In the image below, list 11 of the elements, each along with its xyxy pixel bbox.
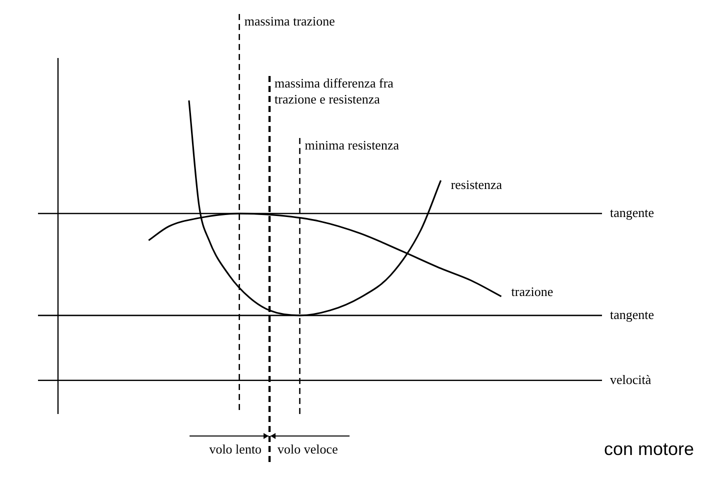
ref-line-label: tangente (610, 204, 654, 220)
ref-line-label: tangente (610, 306, 654, 322)
text: con motore (604, 438, 694, 459)
series-label: trazione (511, 284, 554, 299)
text: volo lento (209, 441, 262, 456)
x-axis-title: velocità (610, 372, 652, 387)
text: massima trazione (244, 13, 336, 28)
annotation: minima resistenza (304, 137, 400, 152)
series-label: resistenza (450, 176, 502, 192)
text: volo veloce (278, 441, 338, 456)
annotation: massima differenza fra trazione e resistenza (274, 75, 394, 106)
